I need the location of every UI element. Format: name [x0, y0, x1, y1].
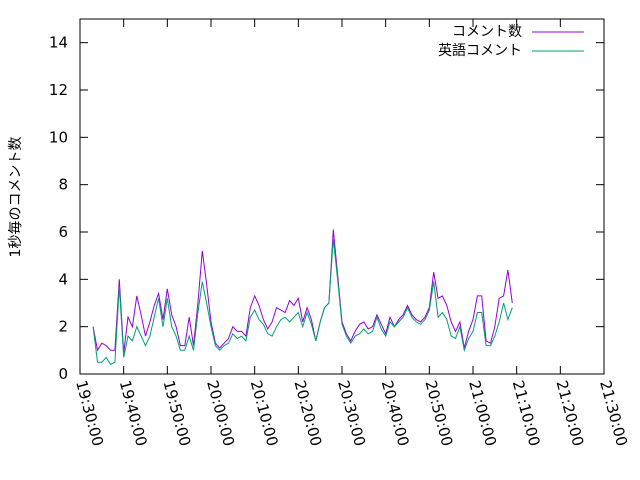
- y-tick-label: 8: [58, 176, 68, 194]
- series-line-comments: [92, 229, 513, 353]
- x-tick-label: 20:20:00: [290, 378, 325, 448]
- x-tick-label: 19:30:00: [72, 378, 107, 448]
- x-tick-label: 21:20:00: [552, 378, 587, 448]
- y-tick-label: 4: [58, 270, 68, 288]
- y-tick-label: 2: [58, 318, 68, 336]
- x-tick-label: 21:00:00: [465, 378, 500, 448]
- legend-label-english-comments: 英語コメント: [438, 42, 522, 59]
- x-tick-label: 20:30:00: [334, 378, 369, 448]
- y-tick-label: 6: [58, 223, 68, 241]
- x-tick-label: 21:30:00: [596, 378, 631, 448]
- x-tick-label: 20:10:00: [247, 378, 282, 448]
- x-tick-label: 20:50:00: [421, 378, 456, 448]
- x-tick-label: 19:50:00: [159, 378, 194, 448]
- x-tick-label: 20:00:00: [203, 378, 238, 448]
- x-axis-ticks: 19:30:00 19:40:00 19:50:00 20:00:00 20:10:00…: [72, 19, 631, 448]
- y-axis-ticks: 0 2 4 6 8 10 12 14: [49, 34, 604, 383]
- y-axis-label: 1秒毎のコメント数: [8, 137, 24, 258]
- chart-legend: コメント数 英語コメント: [438, 24, 584, 59]
- y-tick-label: 10: [49, 128, 68, 146]
- y-tick-label: 0: [58, 365, 68, 383]
- y-tick-label: 12: [49, 81, 68, 99]
- x-tick-label: 20:40:00: [378, 378, 413, 448]
- series-line-english-comments: [92, 239, 513, 366]
- legend-label-comments: コメント数: [452, 24, 522, 40]
- y-tick-label: 14: [49, 34, 68, 52]
- series-layer: [92, 229, 513, 366]
- x-tick-label: 21:10:00: [509, 378, 544, 448]
- x-tick-label: 19:40:00: [116, 378, 151, 448]
